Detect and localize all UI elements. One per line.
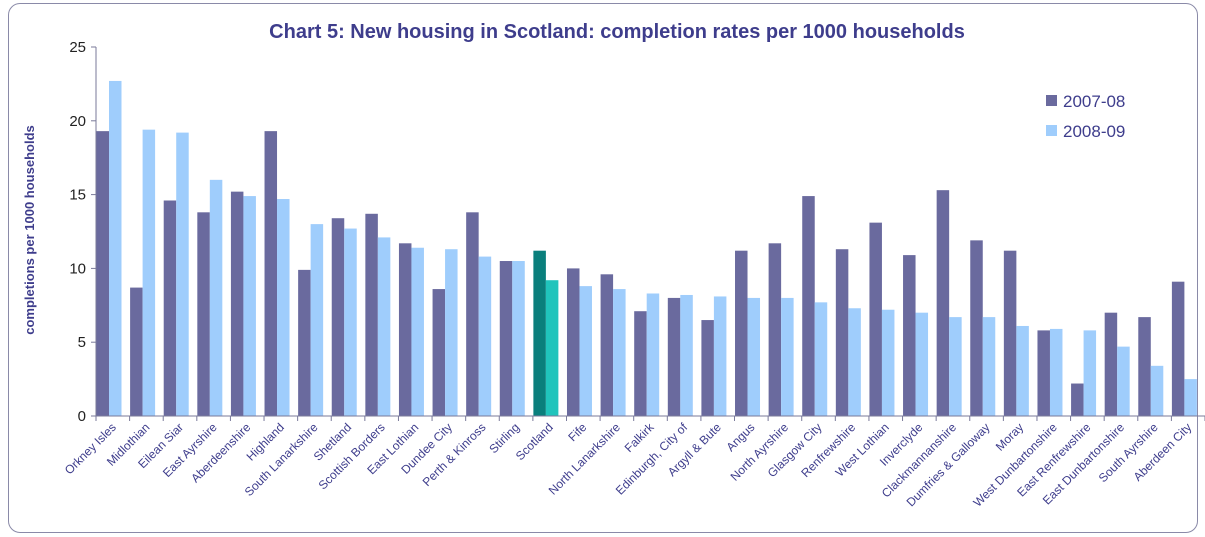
bar-2007-08-highland: [264, 131, 278, 416]
bar-2007-08-south-lanarkshire: [298, 269, 311, 416]
y-tick-label: 25: [69, 39, 86, 56]
bar-2007-08-east-lothian: [398, 243, 412, 416]
bar-2007-08-east-renfrewshire: [1071, 383, 1084, 416]
bar-2008-09-east-dunbartonshire: [1117, 346, 1130, 416]
bar-2007-08-midlothian: [130, 287, 143, 416]
x-tick-label: Orkney Isles: [62, 420, 119, 477]
bar-2007-08-scotland: [533, 250, 546, 416]
bar-2007-08-falkirk: [634, 311, 647, 416]
bar-2008-09-angus: [747, 297, 761, 416]
bar-2007-08-shetland: [331, 218, 345, 416]
bar-2007-08-dumfries-galloway: [970, 240, 983, 416]
bar-2007-08-glasgow-city: [802, 196, 815, 416]
bar-2008-09-shetland: [344, 228, 357, 416]
y-tick-label: 15: [69, 187, 86, 204]
bar-2008-09-east-lothian: [411, 247, 424, 416]
bar-2008-09-aberdeenshire: [243, 196, 256, 416]
bar-2008-09-aberdeen-city: [1184, 379, 1197, 416]
bar-2008-09-midlothian: [142, 129, 156, 416]
bar-2008-09-edinburgh-city-of: [680, 294, 693, 416]
bar-2007-08-moray: [1003, 250, 1017, 416]
bar-2008-09-argyll-bute: [713, 296, 727, 416]
bar-2007-08-clackmannanshire: [936, 190, 950, 416]
bar-2008-09-perth-kinross: [478, 256, 492, 416]
y-tick-label: 20: [69, 113, 86, 130]
bar-2008-09-clackmannanshire: [949, 317, 962, 416]
bar-2007-08-north-ayrshire: [768, 243, 782, 416]
bar-2007-08-fife: [566, 268, 580, 416]
bar-2007-08-angus: [735, 250, 748, 416]
bars-group: [96, 80, 1197, 416]
x-tick-label: Scotland: [513, 420, 556, 463]
bar-2008-09-east-renfrewshire: [1083, 330, 1097, 416]
bar-2008-09-west-lothian: [881, 309, 895, 416]
bar-2007-08-east-ayrshire: [197, 212, 210, 416]
bar-2007-08-dundee-city: [432, 289, 446, 416]
bar-2008-09-south-lanarkshire: [310, 224, 324, 416]
bar-2007-08-edinburgh-city-of: [667, 297, 681, 416]
bar-2007-08-aberdeen-city: [1171, 281, 1185, 416]
bar-2007-08-east-dunbartonshire: [1104, 312, 1118, 416]
bar-2008-09-fife: [579, 286, 592, 416]
bar-2008-09-south-ayrshire: [1150, 365, 1164, 416]
bar-2008-09-highland: [277, 199, 290, 416]
y-tick-label: 5: [78, 334, 86, 351]
bar-2008-09-scottish-borders: [377, 237, 391, 416]
y-axis-label: completions per 1000 households: [22, 125, 37, 335]
bar-2008-09-orkney-isles: [109, 80, 122, 416]
chart-frame: [8, 3, 1198, 533]
bar-2007-08-scottish-borders: [365, 213, 378, 416]
legend-label-2007-08: 2007-08: [1063, 92, 1125, 111]
bar-2007-08-argyll-bute: [701, 320, 714, 416]
y-tick-label: 0: [78, 408, 86, 425]
chart-title: Chart 5: New housing in Scotland: comple…: [269, 21, 965, 43]
bar-2008-09-moray: [1016, 325, 1029, 416]
bar-2008-09-west-dunbartonshire: [1049, 328, 1063, 416]
y-tick-label: 10: [69, 260, 86, 277]
bar-2007-08-aberdeenshire: [230, 191, 244, 416]
legend-swatch-2008-09: [1046, 125, 1057, 136]
bar-2008-09-dundee-city: [445, 249, 458, 416]
bar-2008-09-east-ayrshire: [209, 179, 223, 416]
legend-swatch-2007-08: [1046, 95, 1057, 106]
bar-2007-08-west-lothian: [869, 222, 882, 416]
bar-2008-09-stirling: [512, 261, 525, 416]
bar-2007-08-eilean-siar: [163, 200, 177, 416]
bar-2007-08-orkney-isles: [96, 131, 109, 416]
legend-label-2008-09: 2008-09: [1063, 122, 1125, 141]
bar-2008-09-scotland: [545, 280, 559, 416]
bar-2007-08-inverclyde: [903, 255, 916, 416]
bar-2007-08-south-ayrshire: [1138, 317, 1151, 416]
bar-2008-09-dumfries-galloway: [982, 317, 996, 416]
bar-2007-08-stirling: [499, 261, 513, 416]
bar-2008-09-eilean-siar: [176, 132, 189, 416]
bar-2008-09-renfrewshire: [848, 308, 861, 416]
bar-2007-08-north-lanarkshire: [600, 274, 614, 416]
bar-2008-09-glasgow-city: [814, 302, 828, 416]
bar-2007-08-renfrewshire: [835, 249, 849, 416]
bar-2007-08-west-dunbartonshire: [1037, 330, 1050, 416]
x-tick-label: Fife: [565, 420, 589, 444]
bar-2008-09-falkirk: [646, 293, 660, 416]
bar-2008-09-north-ayrshire: [781, 297, 794, 416]
bar-2008-09-inverclyde: [915, 312, 929, 416]
legend: 2007-08 2008-09: [1046, 92, 1125, 141]
bar-2007-08-perth-kinross: [466, 212, 479, 416]
bar-2008-09-north-lanarkshire: [613, 289, 626, 416]
